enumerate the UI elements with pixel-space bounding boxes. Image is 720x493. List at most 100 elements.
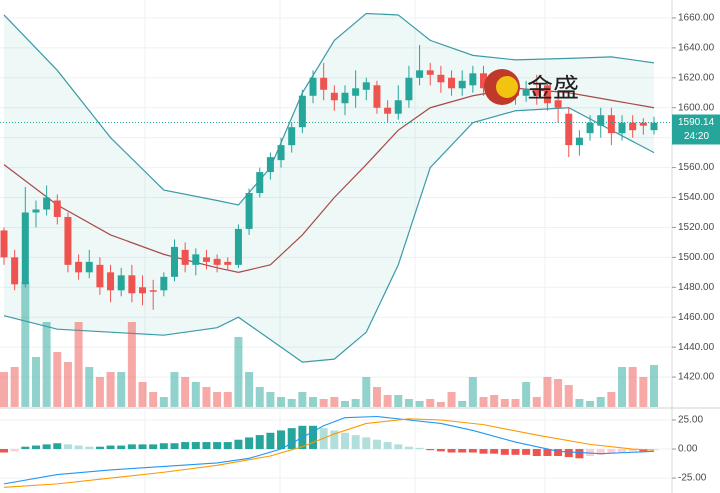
macd-histogram-bar — [543, 449, 552, 456]
candle-body — [437, 74, 445, 83]
macd-histogram-bar — [330, 430, 339, 450]
y-tick-label: 1500.00 — [678, 252, 715, 263]
macd-histogram-bar — [650, 449, 658, 451]
macd-histogram-bar — [266, 432, 275, 450]
macd-histogram-bar — [607, 449, 616, 454]
band-line — [3, 87, 655, 273]
volume-bar — [554, 379, 563, 407]
volume-bar — [255, 387, 264, 407]
macd-histogram-bar — [415, 447, 424, 450]
macd-histogram-bar — [554, 449, 563, 456]
candle-body — [266, 157, 274, 173]
volume-bar — [586, 401, 595, 407]
volume-bar — [10, 367, 19, 407]
candle-body — [330, 92, 338, 101]
macd-histogram-bar — [255, 435, 264, 450]
volume-bar — [468, 377, 477, 407]
last-price-label: 1590.14 — [678, 117, 715, 128]
candle-body — [341, 92, 349, 104]
volume-bar — [245, 372, 254, 407]
candle-body — [160, 276, 168, 291]
volume-bar — [309, 397, 318, 407]
volume-bar — [607, 392, 616, 407]
volume-bar — [479, 397, 488, 407]
volume-bar — [85, 367, 94, 407]
volume-bar — [628, 367, 637, 407]
volume-bar — [277, 397, 286, 407]
candle-body — [373, 85, 381, 108]
candle-body — [0, 230, 8, 258]
volume-bar — [159, 397, 168, 407]
last-price-tag — [672, 114, 720, 145]
watermark-text: 金盛 — [527, 73, 579, 103]
macd-histogram-bar — [639, 449, 648, 452]
y-tick-label: 1620.00 — [678, 72, 715, 83]
macd-histogram-bar — [10, 449, 19, 452]
candle-body — [288, 127, 296, 146]
macd-histogram-bar — [511, 449, 520, 455]
candle-body — [149, 290, 157, 292]
candle-body — [234, 228, 242, 265]
volume-bar — [330, 397, 339, 407]
volume-bar — [511, 399, 520, 407]
volume-bar — [298, 392, 307, 407]
candle-body — [320, 77, 328, 90]
candle-body — [309, 77, 317, 96]
macd-histogram-bar — [74, 445, 83, 450]
macd-histogram-bar — [479, 449, 488, 454]
macd-histogram-bar — [426, 449, 435, 451]
volume-bar — [522, 382, 531, 407]
macd-histogram-bar — [383, 442, 392, 450]
candle-body — [202, 257, 210, 262]
macd-histogram-bar — [340, 432, 349, 450]
macd-histogram-bar — [213, 442, 222, 450]
candle-body — [586, 122, 594, 134]
y-tick-label: 1420.00 — [678, 372, 715, 383]
volume-bar — [319, 399, 328, 407]
volume-bar — [458, 401, 467, 407]
candle-body — [117, 275, 125, 291]
volume-bar — [426, 399, 435, 407]
macd-histogram-bar — [85, 446, 94, 450]
macd-tick-label: 25.00 — [678, 415, 703, 426]
candle-body — [192, 254, 200, 265]
macd-histogram-bar — [95, 446, 104, 450]
volume-bar — [490, 395, 499, 407]
macd-histogram-bar — [575, 449, 584, 459]
macd-histogram-bar — [42, 444, 51, 450]
candle-body — [21, 212, 29, 285]
candle-body — [618, 122, 626, 134]
volume-bar — [266, 392, 275, 407]
volume-bar — [340, 401, 349, 407]
volume-bar — [213, 392, 222, 407]
macd-tick-label: -25.00 — [678, 473, 707, 484]
candle-body — [405, 77, 413, 101]
candle-body — [298, 95, 306, 128]
macd-histogram-bar — [564, 449, 573, 458]
macd-histogram-bar — [500, 449, 509, 455]
candle-body — [597, 115, 605, 126]
candle-body — [32, 209, 40, 213]
candle-body — [384, 107, 392, 114]
candle-body — [107, 272, 115, 291]
candle-body — [469, 73, 477, 86]
candle-body — [128, 275, 136, 294]
volume-bar — [372, 387, 381, 407]
candle-body — [139, 287, 147, 294]
candle-body — [639, 122, 647, 126]
volume-bar — [223, 392, 232, 407]
volume-bar — [31, 357, 40, 407]
candle-body — [522, 89, 530, 96]
macd-histogram-bar — [522, 449, 531, 455]
macd-histogram-bar — [191, 442, 200, 450]
candle-body — [458, 80, 466, 89]
macd-histogram-bar — [245, 437, 254, 450]
volume-bar — [383, 395, 392, 407]
volume-bar — [564, 385, 573, 407]
macd-histogram-bar — [618, 449, 627, 453]
candle-body — [256, 172, 264, 194]
macd-line — [3, 418, 655, 488]
candle-body — [75, 261, 83, 273]
